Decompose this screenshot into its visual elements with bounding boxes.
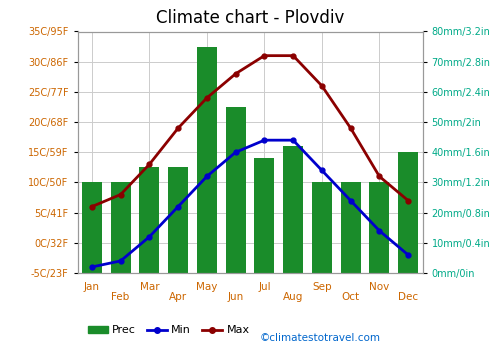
- Bar: [312, 182, 332, 273]
- Bar: [82, 182, 102, 273]
- Text: Feb: Feb: [112, 292, 130, 302]
- Text: Nov: Nov: [369, 282, 390, 292]
- Text: Jun: Jun: [228, 292, 244, 302]
- Text: May: May: [196, 282, 218, 292]
- Bar: [340, 182, 360, 273]
- Text: ©climatestotravel.com: ©climatestotravel.com: [260, 333, 381, 343]
- Bar: [226, 107, 246, 273]
- Bar: [140, 167, 160, 273]
- Text: Jul: Jul: [258, 282, 270, 292]
- Bar: [398, 152, 418, 273]
- Legend: Prec, Min, Max: Prec, Min, Max: [83, 321, 254, 340]
- Bar: [197, 47, 217, 273]
- Text: Jan: Jan: [84, 282, 100, 292]
- Bar: [110, 182, 130, 273]
- Bar: [168, 167, 188, 273]
- Text: Dec: Dec: [398, 292, 418, 302]
- Text: Mar: Mar: [140, 282, 159, 292]
- Bar: [254, 158, 274, 273]
- Text: Apr: Apr: [169, 292, 187, 302]
- Bar: [283, 146, 303, 273]
- Bar: [370, 182, 390, 273]
- Text: Sep: Sep: [312, 282, 332, 292]
- Text: Oct: Oct: [342, 292, 359, 302]
- Title: Climate chart - Plovdiv: Climate chart - Plovdiv: [156, 9, 344, 27]
- Text: Aug: Aug: [283, 292, 304, 302]
